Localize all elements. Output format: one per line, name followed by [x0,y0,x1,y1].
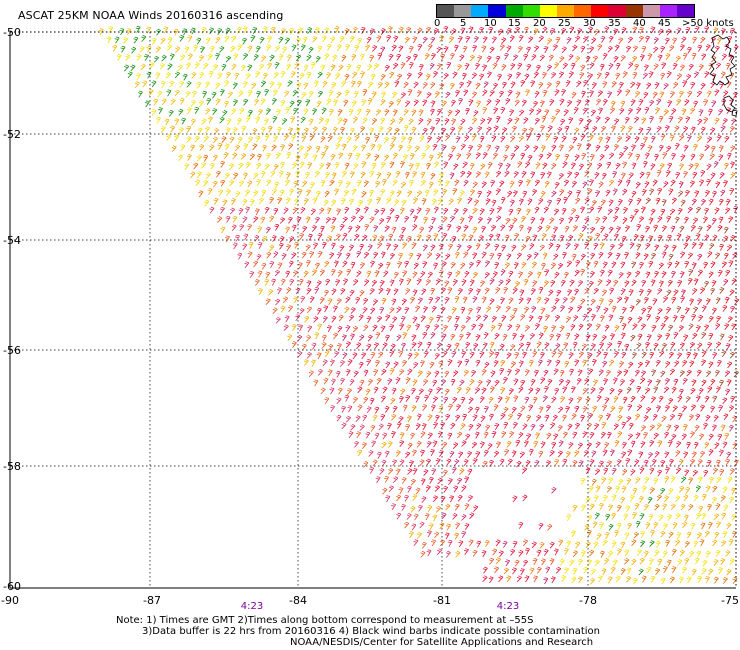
colorbar-segment [454,5,472,17]
colorbar-label: 25 [558,18,571,29]
wind-barbs [106,26,737,585]
colorbar-segment [437,5,455,17]
colorbar-segment [608,5,626,17]
wind-barbs [253,25,739,584]
graticule [10,32,736,588]
x-tick-label: -75 [721,594,739,607]
colorbar-segment [556,5,575,17]
x-tick-label: -84 [289,594,307,607]
colorbar-segment [471,5,489,17]
x-tick-label: -78 [579,594,597,607]
y-tick-label: -52 [3,128,21,141]
wind-barbs [594,476,701,576]
y-tick-label: -54 [3,234,21,247]
colorbar-segment [676,5,695,17]
colorbar-label: 5 [460,18,467,29]
wind-barbs [563,475,736,585]
swath-time-label: 4:23 [496,601,520,612]
footnote-line-1: Note: 1) Times are GMT 2)Times along bot… [116,615,534,626]
colorbar-segment [625,5,643,17]
wind-barbs [620,179,739,413]
y-tick-label: -50 [3,26,21,39]
wind-barbs [170,26,463,207]
colorbar-segment [574,5,592,17]
colorbar-label: 30 [583,18,596,29]
wind-barbs [217,216,446,558]
x-tick-label: -81 [433,594,451,607]
colorbar-label: 0 [434,18,441,29]
y-tick-label: -56 [3,344,21,357]
footnote-line-3: NOAA/NESDIS/Center for Satellite Applica… [290,637,594,648]
wind-barbs [220,215,461,558]
wind-barbs [619,178,740,421]
wind-barbs [98,26,334,126]
colorbar-segment [488,5,506,17]
wind-barbs [572,477,738,584]
colorbar-segment [505,5,523,17]
wind-barbs [619,188,739,403]
colorbar-label: >50 knots [682,18,734,29]
wind-barbs [254,26,739,583]
map-title: ASCAT 25KM NOAA Winds 20160316 ascending [18,9,284,22]
wind-barbs [209,206,453,558]
colorbar-segment [591,5,609,17]
colorbar-segment [539,5,557,17]
wind-speed-colorbar [436,4,695,18]
colorbar-label: 40 [633,18,646,29]
colorbar-label: 15 [508,18,521,29]
wind-barbs [260,26,736,583]
colorbar-segment [522,5,540,17]
x-tick-label: -90 [1,594,19,607]
colorbar-segment [642,5,660,17]
colorbar-label: 35 [608,18,621,29]
colorbar-label: 10 [484,18,497,29]
wind-barb-field [98,25,740,585]
footnote-line-2: 3)Data buffer is 22 hrs from 20160316 4)… [142,626,600,637]
y-tick-label: -60 [3,580,21,593]
swath-time-label: 4:23 [240,601,264,612]
x-tick-label: -87 [143,594,161,607]
colorbar-labels: 0 5 10 15 20 25 30 35 40 45 >50 knots [430,18,740,30]
colorbar-segment [659,5,677,17]
colorbar-label: 45 [658,18,671,29]
y-tick-label: -58 [3,460,21,473]
map-frame [9,31,737,589]
colorbar-label: 20 [533,18,546,29]
